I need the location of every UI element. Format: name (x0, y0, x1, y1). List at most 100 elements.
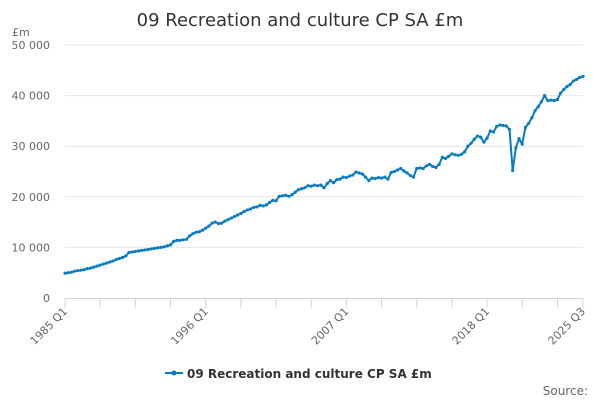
series-line (64, 75, 584, 275)
data-point (427, 162, 432, 167)
y-tick-label: 10 000 (12, 241, 51, 254)
data-point (351, 173, 355, 177)
data-point (207, 224, 211, 228)
data-point (559, 91, 563, 95)
data-point (408, 173, 412, 178)
data-point (184, 237, 189, 241)
data-point (373, 176, 377, 181)
data-point (415, 166, 419, 171)
data-point (296, 188, 301, 192)
data-point (303, 186, 307, 190)
data-point (268, 200, 272, 204)
data-point (363, 175, 368, 179)
data-point (402, 169, 406, 173)
data-point (338, 177, 342, 181)
x-tick-label: 1985 Q1 (28, 305, 71, 348)
data-point (79, 268, 83, 272)
data-point (98, 263, 102, 267)
data-point (571, 79, 576, 83)
legend[interactable]: 09 Recreation and culture CP SA £m (165, 367, 432, 381)
data-point (360, 172, 364, 176)
data-point (261, 204, 265, 208)
data-point (485, 136, 489, 140)
data-point (92, 265, 96, 269)
data-point (216, 222, 221, 226)
data-point (162, 245, 166, 249)
data-point (447, 154, 451, 158)
data-point (405, 171, 409, 175)
data-point (392, 169, 396, 174)
chart-title: 09 Recreation and culture CP SA £m (137, 10, 464, 31)
data-point (232, 214, 237, 219)
data-point (472, 137, 476, 141)
data-point (527, 121, 531, 126)
data-point (395, 168, 400, 172)
data-point (421, 166, 425, 171)
data-point (274, 199, 278, 203)
data-point (389, 170, 393, 175)
data-point (258, 203, 262, 208)
data-point (411, 175, 416, 179)
data-point (354, 170, 358, 174)
data-point (530, 116, 534, 120)
data-point (194, 230, 198, 234)
data-point (76, 269, 80, 273)
data-point (136, 249, 141, 253)
data-point (501, 123, 505, 128)
data-point (344, 175, 348, 180)
data-point (523, 125, 528, 130)
data-point (66, 271, 70, 275)
data-point (347, 174, 352, 178)
data-point (357, 171, 361, 175)
data-point (236, 213, 240, 217)
data-point (82, 268, 86, 272)
data-point (341, 175, 345, 179)
data-point (140, 248, 144, 253)
data-point (242, 209, 246, 214)
data-point (450, 152, 454, 156)
data-point (191, 232, 195, 236)
data-point (220, 221, 224, 225)
data-point (437, 162, 441, 167)
data-point (114, 257, 118, 262)
data-point (475, 134, 480, 138)
data-point (293, 190, 297, 194)
data-point (399, 166, 403, 171)
data-point (165, 244, 169, 248)
data-point (309, 184, 313, 188)
data-point (434, 165, 438, 170)
data-point (536, 105, 540, 109)
data-point (562, 87, 566, 92)
data-point (127, 250, 131, 255)
data-point (108, 260, 112, 264)
data-point (517, 137, 521, 141)
data-point (223, 219, 227, 223)
data-point (440, 155, 444, 159)
data-point (456, 153, 460, 157)
x-tick-label: 2007 Q1 (309, 305, 352, 348)
data-point (463, 150, 467, 154)
y-tick-label: 40 000 (12, 90, 51, 103)
data-point (149, 247, 153, 251)
data-point (245, 208, 249, 212)
data-point (133, 249, 137, 254)
data-point (280, 194, 285, 198)
data-point (95, 264, 99, 268)
data-point (175, 238, 179, 242)
data-point (146, 247, 150, 252)
y-tick-label: 30 000 (12, 140, 51, 153)
data-point (200, 228, 205, 232)
data-point (552, 99, 556, 103)
data-point (85, 267, 89, 271)
data-point (255, 205, 259, 209)
data-point (533, 109, 537, 113)
legend-point-marker (171, 370, 177, 376)
data-point (271, 198, 275, 202)
data-point (168, 243, 173, 247)
data-point (229, 216, 233, 220)
data-point (277, 194, 281, 198)
data-point (143, 248, 147, 252)
data-point (376, 175, 380, 180)
data-point (325, 182, 329, 186)
data-point (520, 142, 524, 146)
